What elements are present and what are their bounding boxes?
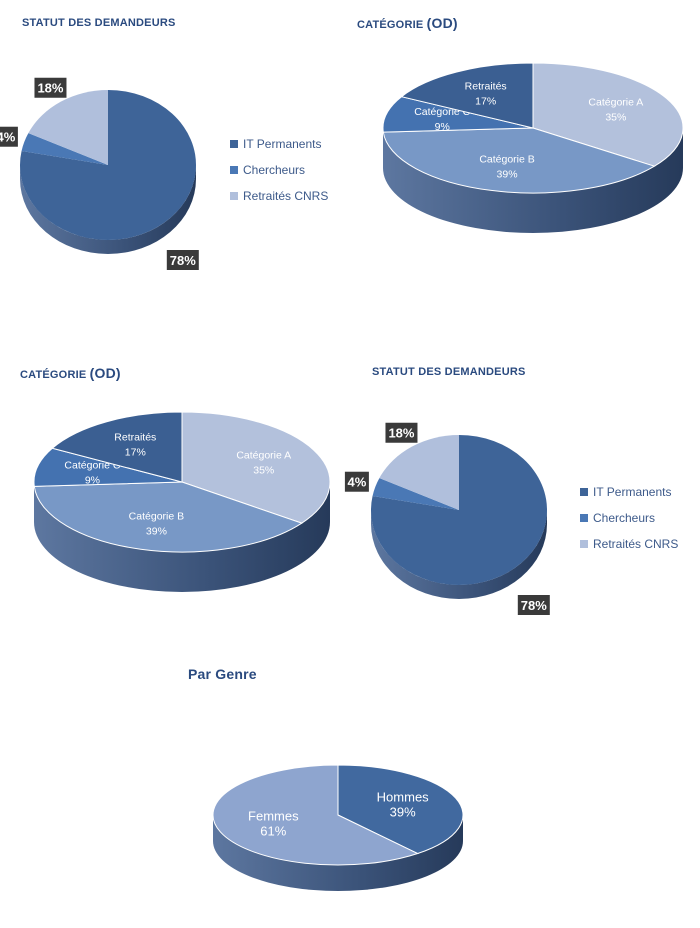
legend-item: Retraités CNRS bbox=[230, 189, 328, 203]
pie-statut-2: 78% 4% 18% bbox=[344, 422, 550, 615]
data-label: 18% bbox=[388, 426, 414, 441]
pie-side bbox=[371, 510, 547, 599]
slice-value-label: 9% bbox=[85, 475, 100, 487]
data-label-box bbox=[385, 422, 418, 443]
legend-item: IT Permanents bbox=[580, 485, 678, 499]
legend-statut-1: IT Permanents Chercheurs Retraités CNRS bbox=[230, 137, 328, 215]
chart-title-statut-2: STATUT DES DEMANDEURS bbox=[372, 366, 526, 378]
pie-slice bbox=[337, 764, 464, 855]
data-label: 4% bbox=[0, 130, 16, 145]
title-small: CATÉGORIE bbox=[20, 369, 87, 381]
legend-item: Chercheurs bbox=[580, 511, 678, 525]
pie-slice bbox=[400, 62, 534, 129]
pie-slice bbox=[371, 435, 548, 586]
pie-side bbox=[383, 128, 683, 233]
legend-label: Retraités CNRS bbox=[243, 189, 329, 203]
pie-statut-1: 78% 4% 18% bbox=[0, 77, 199, 270]
pie-slice bbox=[372, 478, 459, 510]
pie-slice bbox=[33, 481, 303, 553]
slice-value-label: 35% bbox=[605, 112, 626, 124]
slice-value-label: 39% bbox=[146, 526, 167, 538]
slice-category-label: Retraités bbox=[465, 80, 507, 92]
pie-slice bbox=[28, 90, 108, 165]
legend-swatch bbox=[580, 540, 588, 548]
legend-item: Chercheurs bbox=[230, 163, 328, 177]
pie-side bbox=[34, 482, 330, 592]
slice-category-label: Catégorie A bbox=[588, 97, 643, 109]
pie-slice bbox=[33, 447, 183, 487]
chart-title-genre: Par Genre bbox=[188, 666, 257, 682]
data-label-box bbox=[517, 595, 550, 615]
title-big: (OD) bbox=[426, 15, 458, 31]
legend-statut-2: IT Permanents Chercheurs Retraités CNRS bbox=[580, 485, 678, 563]
chart-title-categorie-1: CATÉGORIE (OD) bbox=[357, 15, 458, 31]
pie-side bbox=[213, 815, 463, 891]
pie-slice bbox=[379, 435, 459, 510]
pie-categorie-2: Catégorie A35%Catégorie B39%Catégorie C9… bbox=[33, 411, 331, 592]
slice-category-label: Femmes bbox=[248, 808, 299, 823]
data-label: 18% bbox=[37, 81, 63, 96]
slice-category-label: Catégorie A bbox=[236, 449, 291, 461]
slice-value-label: 35% bbox=[253, 464, 274, 476]
data-label: 78% bbox=[170, 253, 196, 268]
legend-item: Retraités CNRS bbox=[580, 537, 678, 551]
pie-slice bbox=[532, 62, 684, 167]
pie-slice bbox=[21, 133, 108, 165]
slice-value-label: 61% bbox=[260, 823, 286, 838]
data-label-box bbox=[0, 126, 18, 147]
legend-label: Chercheurs bbox=[243, 163, 306, 177]
pie-categorie-1: Catégorie A35%Catégorie B39%Catégorie C9… bbox=[382, 62, 684, 233]
slice-value-label: 17% bbox=[125, 447, 146, 459]
chart-title-statut-1: STATUT DES DEMANDEURS bbox=[22, 17, 176, 29]
legend-label: Retraités CNRS bbox=[593, 537, 679, 551]
legend-swatch bbox=[230, 140, 238, 148]
legend-label: Chercheurs bbox=[593, 511, 656, 525]
slice-category-label: Retraités bbox=[114, 432, 156, 444]
pie-slice bbox=[19, 90, 196, 241]
slice-category-label: Catégorie B bbox=[129, 511, 184, 523]
pie-slice bbox=[212, 764, 420, 866]
legend-swatch bbox=[230, 166, 238, 174]
pie-slice bbox=[51, 411, 183, 483]
data-label-box bbox=[344, 471, 369, 492]
legend-item: IT Permanents bbox=[230, 137, 328, 151]
pie-slice bbox=[181, 411, 331, 524]
slice-category-label: Hommes bbox=[377, 790, 430, 805]
slice-category-label: Catégorie B bbox=[479, 154, 534, 166]
chart-title-categorie-2: CATÉGORIE (OD) bbox=[20, 365, 121, 381]
data-label: 78% bbox=[521, 598, 547, 613]
legend-swatch bbox=[580, 514, 588, 522]
pie-slice bbox=[382, 127, 656, 194]
slice-value-label: 39% bbox=[390, 805, 416, 820]
data-label-box bbox=[166, 250, 199, 270]
data-label: 4% bbox=[347, 475, 366, 490]
pie-side bbox=[20, 165, 196, 254]
slice-value-label: 39% bbox=[497, 169, 518, 181]
data-label-box bbox=[34, 77, 67, 98]
title-big: (OD) bbox=[89, 365, 121, 381]
slice-value-label: 17% bbox=[475, 95, 496, 107]
legend-label: IT Permanents bbox=[243, 137, 322, 151]
legend-swatch bbox=[230, 192, 238, 200]
pie-slice bbox=[382, 96, 534, 133]
title-small: CATÉGORIE bbox=[357, 19, 424, 31]
legend-swatch bbox=[580, 488, 588, 496]
legend-label: IT Permanents bbox=[593, 485, 672, 499]
slice-value-label: 9% bbox=[435, 121, 450, 133]
